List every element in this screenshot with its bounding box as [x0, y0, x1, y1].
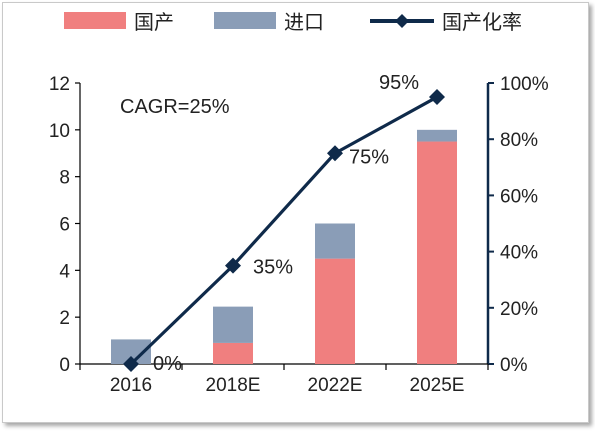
- chart-frame: [2, 2, 589, 423]
- bar-domestic: [315, 258, 355, 364]
- bars: [111, 129, 457, 364]
- left-tick-label: 4: [59, 261, 70, 282]
- rate-data-label: 35%: [253, 257, 293, 279]
- legend-marker-rate: [395, 14, 409, 28]
- legend: 国产 进口 国产化率: [64, 10, 522, 34]
- legend-swatch-import: [214, 12, 276, 29]
- legend-label-domestic: 国产: [134, 10, 174, 34]
- rate-marker: [327, 145, 343, 162]
- right-tick-label: 60%: [500, 186, 538, 207]
- bar-import: [213, 306, 253, 343]
- right-tick-label: 80%: [500, 130, 538, 151]
- bar-domestic: [417, 141, 457, 364]
- legend-swatch-domestic: [64, 12, 126, 29]
- x-tick-label: 2022E: [308, 375, 363, 396]
- rate-line: [123, 89, 445, 372]
- data-labels: 0% 35% 75% 95%: [153, 72, 419, 375]
- rate-marker: [123, 356, 139, 372]
- axes: 0 2 4 6 8 10 12 0% 20% 40% 60% 80% 100% 2016 2018E 2022…: [49, 74, 549, 396]
- rate-marker: [225, 257, 241, 274]
- rate-data-label: 0%: [153, 353, 182, 375]
- left-tick-label: 6: [59, 215, 70, 236]
- legend-label-import: 进口: [284, 10, 324, 34]
- cagr-annotation: CAGR=25%: [120, 96, 230, 118]
- x-tick-label: 2025E: [410, 375, 465, 396]
- bar-domestic: [213, 342, 253, 364]
- right-tick-label: 40%: [500, 243, 538, 264]
- rate-line-path: [129, 95, 438, 366]
- right-tick-label: 0%: [500, 355, 528, 376]
- bar-import: [315, 223, 355, 259]
- right-tick-label: 100%: [500, 74, 549, 95]
- left-tick-label: 12: [49, 74, 70, 95]
- x-tick-label: 2018E: [206, 375, 261, 396]
- right-tick-label: 20%: [500, 299, 538, 320]
- rate-data-label: 95%: [379, 72, 419, 94]
- left-tick-label: 2: [59, 308, 70, 329]
- legend-label-rate: 国产化率: [442, 10, 522, 34]
- rate-marker: [429, 89, 445, 106]
- rate-data-label: 75%: [349, 146, 389, 168]
- bar-import: [417, 129, 457, 142]
- left-tick-label: 8: [59, 168, 70, 189]
- left-tick-label: 0: [59, 355, 70, 376]
- x-tick-label: 2016: [110, 375, 152, 396]
- left-tick-label: 10: [49, 121, 70, 142]
